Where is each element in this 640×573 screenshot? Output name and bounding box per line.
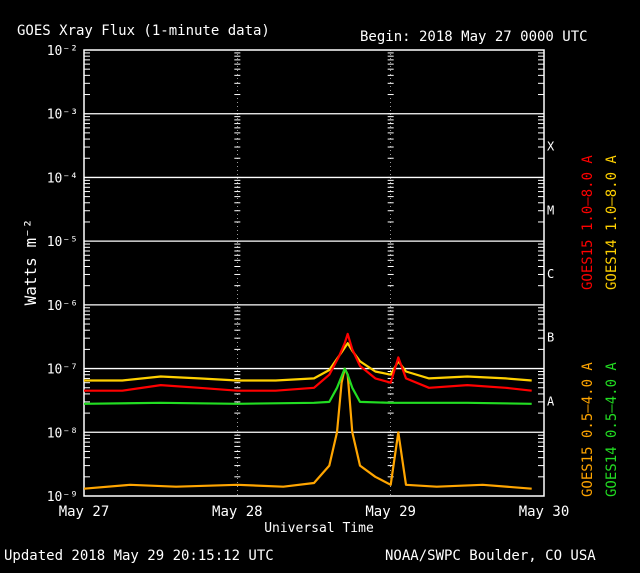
plot-border (83, 49, 545, 497)
legend-goes14-long: GOES14 1.0–8.0 A (604, 155, 620, 290)
series-line-goes14-long (84, 342, 532, 382)
grid-lines (84, 50, 544, 497)
y-axis-label: Watts m⁻² (21, 219, 40, 306)
x-axis-label: Universal Time (264, 521, 374, 536)
x-tick-label: May 30 (519, 504, 570, 520)
legend-goes14-short: GOES14 0.5–4.0 A (604, 362, 620, 497)
legend-goes15-short: GOES15 0.5–4.0 A (580, 362, 596, 497)
x-tick-label: May 28 (212, 504, 263, 520)
legend-goes15-long: GOES15 1.0–8.0 A (580, 155, 596, 290)
y-tick-label: 10⁻⁷ (47, 363, 78, 378)
flare-class-m: M (547, 203, 554, 217)
flare-class-b: B (547, 331, 554, 345)
series-line-goes14-short (83, 367, 532, 405)
y-tick-labels: 10⁻² 10⁻³ 10⁻⁴ 10⁻⁵ 10⁻⁶ 10⁻⁷ 10⁻⁸ 10⁻⁹ (47, 44, 78, 505)
flare-class-x: X (547, 140, 555, 154)
series-line-goes15-long (84, 332, 532, 392)
y-tick-label: 10⁻⁹ (47, 490, 78, 505)
x-tick-label: May 27 (59, 504, 110, 520)
flare-class-labels: X M C B A (547, 140, 555, 409)
axis-frame (83, 49, 545, 497)
y-tick-label: 10⁻⁵ (47, 235, 78, 250)
begin-time: Begin: 2018 May 27 0000 UTC (360, 29, 588, 45)
flare-class-a: A (547, 394, 555, 408)
x-tick-label: May 29 (365, 504, 416, 520)
series-layer (83, 332, 532, 490)
y-tick-label: 10⁻² (47, 44, 78, 59)
flare-class-c: C (547, 267, 554, 281)
y-tick-label: 10⁻⁴ (47, 171, 78, 186)
updated-time: Updated 2018 May 29 20:15:12 UTC (4, 548, 274, 564)
source-credit: NOAA/SWPC Boulder, CO USA (385, 548, 596, 564)
x-tick-labels: May 27 May 28 May 29 May 30 (59, 504, 570, 520)
y-tick-label: 10⁻⁸ (47, 426, 78, 441)
y-tick-label: 10⁻⁶ (47, 299, 78, 314)
chart-title: GOES Xray Flux (1-minute data) (17, 23, 270, 39)
y-tick-label: 10⁻³ (47, 108, 78, 123)
